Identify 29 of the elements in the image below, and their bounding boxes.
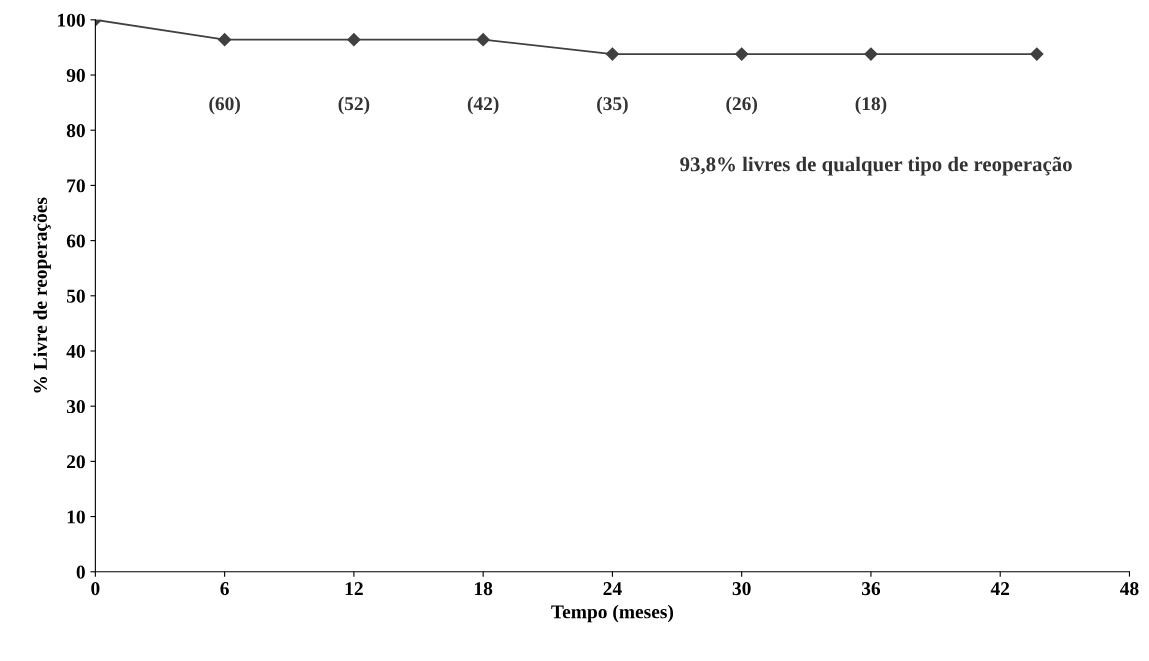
y-axis-title: % Livre de reoperações	[33, 197, 51, 393]
y-tick-label: 100	[58, 13, 85, 27]
y-tick-label: 80	[66, 124, 85, 138]
x-axis-title: Tempo (meses)	[551, 604, 674, 623]
x-tick-label: 48	[1120, 582, 1139, 596]
x-tick-label: 42	[990, 582, 1010, 595]
x-tick-label: 30	[732, 582, 751, 596]
annotation: (18)	[855, 96, 887, 115]
x-tick-label: 18	[474, 582, 493, 596]
annotation: (52)	[338, 96, 370, 115]
y-tick-label: 20	[67, 455, 85, 469]
x-tick-label: 12	[345, 582, 363, 595]
annotation: (26)	[726, 96, 758, 115]
annotation: 93,8% livres de qualquer tipo de reoperação	[680, 156, 1072, 176]
x-tick-label: 36	[861, 582, 881, 596]
x-tick-label: 6	[220, 582, 229, 596]
y-tick-label: 30	[66, 400, 85, 414]
annotation: (60)	[209, 96, 240, 115]
y-tick-label: 50	[66, 289, 85, 303]
x-tick-label: 0	[91, 582, 100, 596]
y-tick-label: 0	[76, 565, 85, 579]
y-tick-label: 70	[67, 179, 85, 193]
x-tick-label: 24	[603, 582, 622, 595]
annotation: (35)	[597, 96, 628, 115]
y-tick-label: 60	[66, 234, 85, 248]
y-tick-label: 10	[67, 510, 85, 524]
annotation: (42)	[467, 96, 499, 115]
y-tick-label: 40	[66, 344, 85, 358]
y-tick-label: 90	[66, 68, 85, 82]
